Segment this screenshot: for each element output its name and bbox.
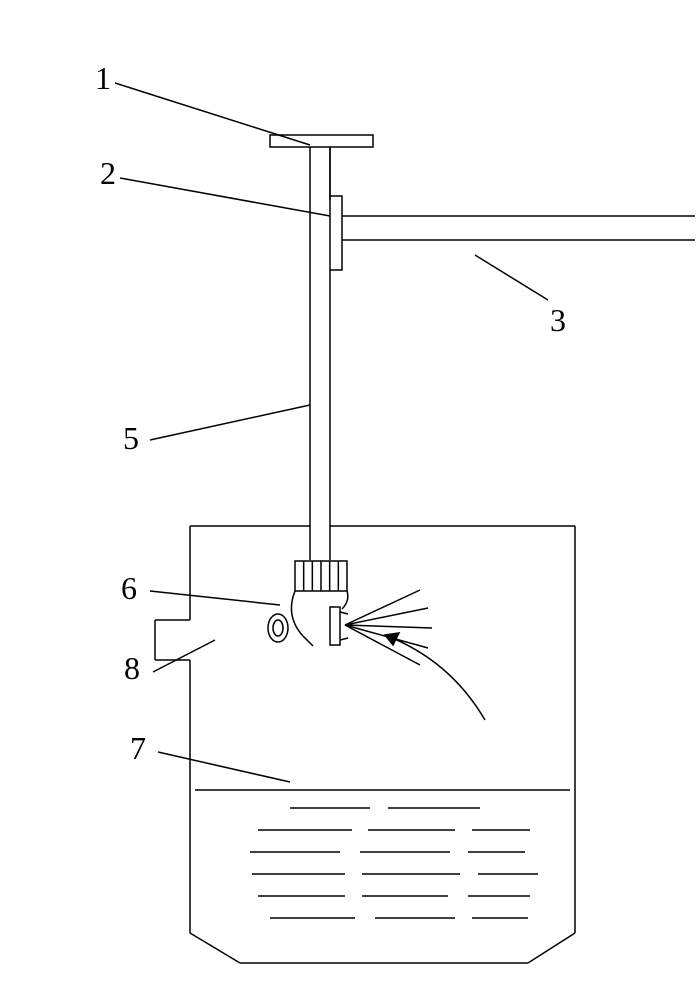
label-6: 6 <box>121 570 137 607</box>
label-3: 3 <box>550 302 566 339</box>
label-1: 1 <box>95 60 111 97</box>
label-5: 5 <box>123 420 139 457</box>
label-2: 2 <box>100 155 116 192</box>
label-7: 7 <box>130 730 146 767</box>
diagram-svg <box>0 0 699 1000</box>
label-8: 8 <box>124 650 140 687</box>
